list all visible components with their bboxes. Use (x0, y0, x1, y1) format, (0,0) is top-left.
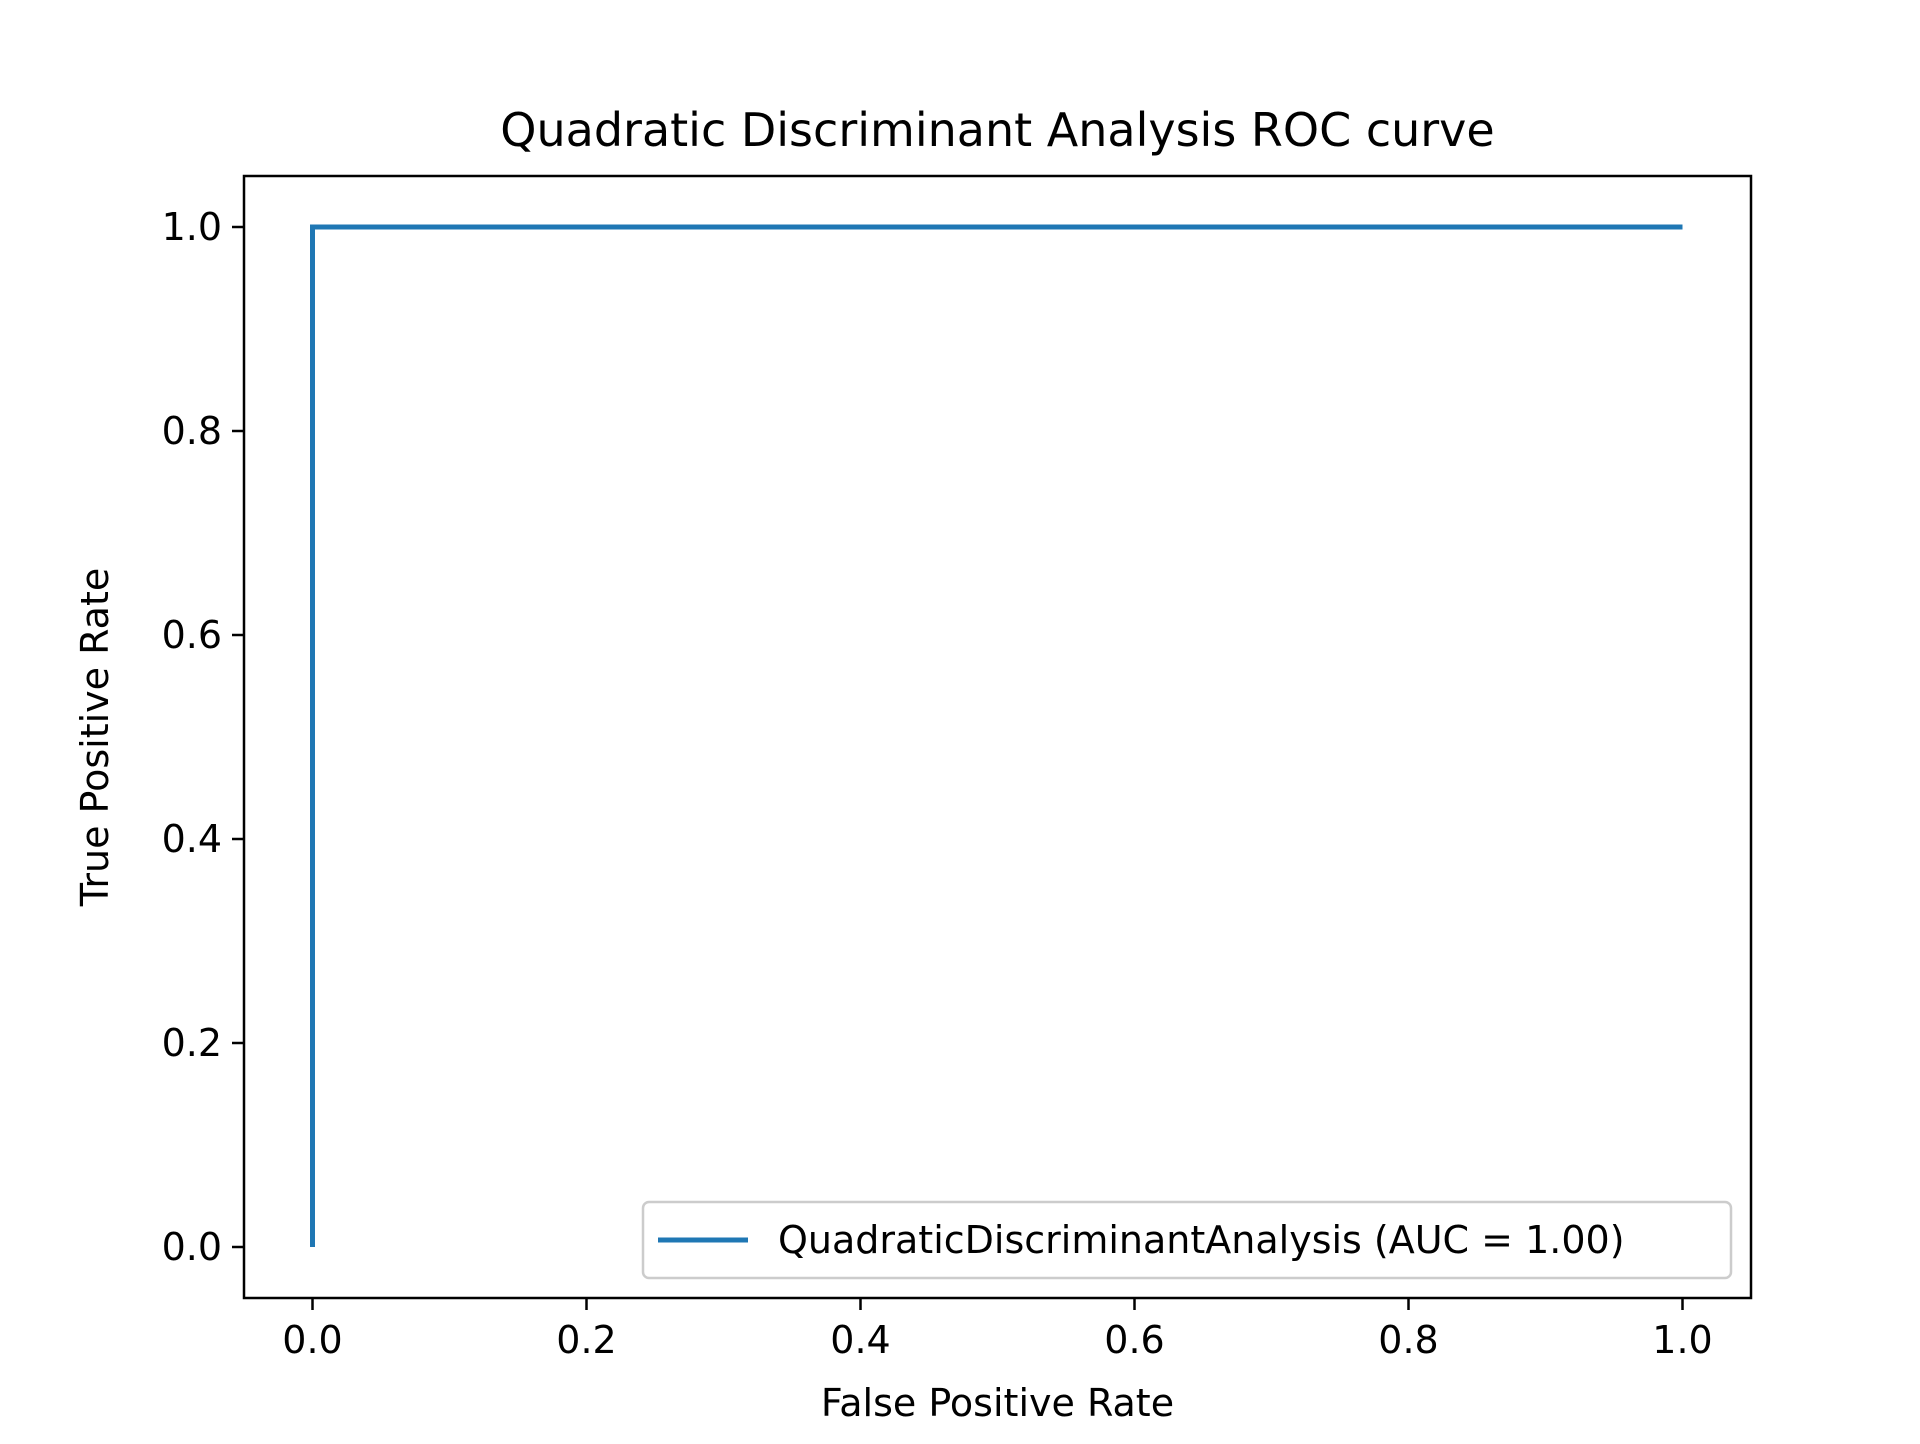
legend: QuadraticDiscriminantAnalysis (AUC = 1.0… (641, 1200, 1733, 1280)
y-tick-label: 0.0 (162, 1225, 222, 1269)
x-tick-label: 0.0 (282, 1318, 342, 1362)
x-axis-label: False Positive Rate (821, 1381, 1174, 1425)
y-axis-label: True Positive Rate (73, 568, 117, 908)
y-tick-label: 0.8 (162, 409, 222, 453)
legend-box (641, 1200, 1733, 1280)
series-layer (310, 224, 1683, 1247)
y-tick-label: 0.6 (162, 613, 222, 657)
y-axis-ticks: 0.0 0.2 0.4 0.6 0.8 1.0 (162, 205, 244, 1269)
x-tick-label: 1.0 (1652, 1318, 1712, 1362)
y-tick-label: 1.0 (162, 205, 222, 249)
x-tick-label: 0.6 (1104, 1318, 1164, 1362)
legend-label: QuadraticDiscriminantAnalysis (AUC = 1.0… (778, 1218, 1625, 1262)
axes-frame (242, 174, 1753, 1300)
x-tick-label: 0.8 (1378, 1318, 1438, 1362)
x-tick-label: 0.4 (830, 1318, 890, 1362)
y-tick-label: 0.2 (162, 1021, 222, 1065)
chart-title: Quadratic Discriminant Analysis ROC curv… (500, 103, 1494, 157)
roc-curve-line (310, 224, 1683, 1247)
x-tick-label: 0.2 (556, 1318, 616, 1362)
plot-area (242, 174, 1753, 1300)
y-tick-label: 0.4 (162, 817, 222, 861)
x-axis-ticks: 0.0 0.2 0.4 0.6 0.8 1.0 (282, 1298, 1713, 1362)
